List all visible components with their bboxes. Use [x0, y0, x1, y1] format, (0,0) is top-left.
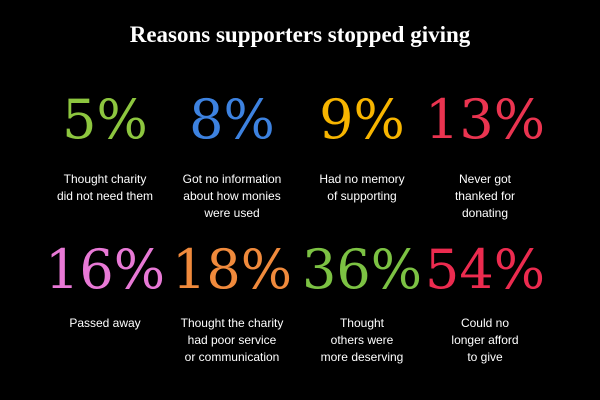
stat-label: Thought others were more deserving [320, 316, 404, 364]
stat-value: 9% [319, 88, 405, 151]
stat-value: 8% [189, 88, 275, 151]
stat-label: Got no information about how monies were… [182, 172, 282, 220]
stat-value: 16% [44, 238, 166, 301]
stat-value: 5% [62, 88, 148, 151]
stat-value: 18% [171, 238, 293, 301]
stat-label: Had no memory of supporting [319, 172, 405, 203]
stat-label: Never got thanked for donating [454, 172, 516, 220]
stat-value: 36% [301, 238, 423, 301]
stat-label: Could no longer afford to give [451, 316, 519, 364]
stat-label: Thought the charity had poor service or … [180, 316, 284, 364]
stat-label: Thought charity did not need them [56, 172, 154, 203]
stat-value: 13% [424, 88, 546, 151]
chart-title: Reasons supporters stopped giving [129, 22, 471, 47]
stat-value: 54% [424, 238, 546, 301]
stat-label: Passed away [69, 316, 141, 330]
